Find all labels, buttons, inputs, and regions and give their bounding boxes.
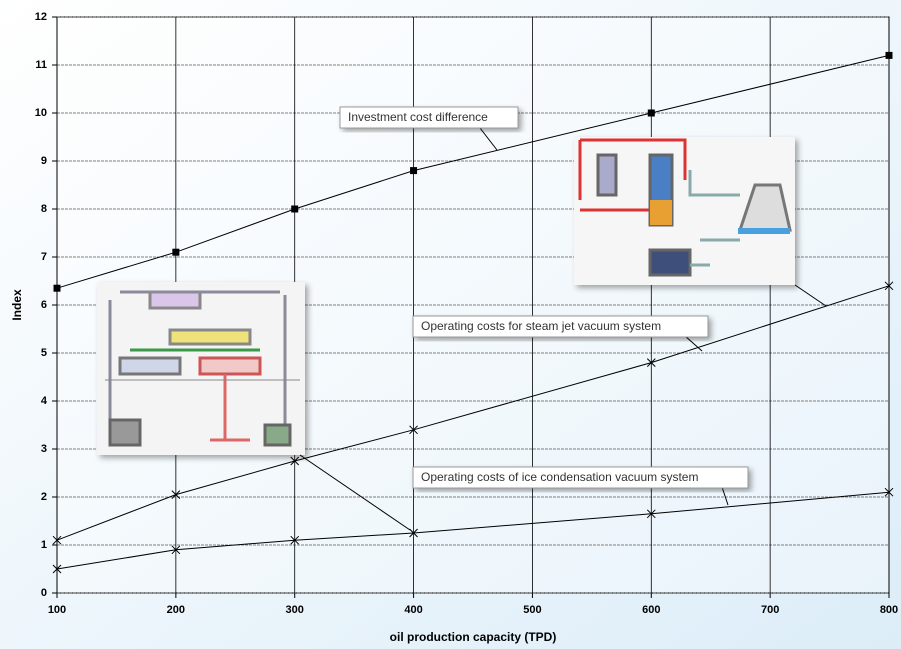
chart: 0123456789101112100200300400500600700800 (0, 0, 901, 649)
x-tick-label: 700 (761, 604, 779, 616)
marker (172, 249, 179, 256)
diagram-image (97, 282, 305, 455)
marker (648, 110, 655, 117)
marker (54, 285, 61, 292)
x-axis-label: oil production capacity (TPD) (390, 630, 557, 644)
x-tick-label: 400 (404, 604, 422, 616)
y-tick-label: 0 (41, 587, 47, 599)
marker (410, 167, 417, 174)
y-tick-label: 11 (35, 59, 47, 71)
y-tick-label: 12 (35, 11, 47, 23)
y-axis-label: Index (10, 289, 24, 321)
x-tick-label: 100 (48, 604, 66, 616)
x-tick-label: 600 (642, 604, 660, 616)
legend-label: Operating costs for steam jet vacuum sys… (421, 319, 661, 333)
y-tick-label: 10 (35, 107, 47, 119)
y-tick-label: 9 (41, 155, 47, 167)
x-tick-label: 200 (167, 604, 185, 616)
x-tick-label: 800 (880, 604, 898, 616)
y-tick-label: 1 (41, 539, 47, 551)
y-tick-label: 3 (41, 443, 47, 455)
y-tick-label: 8 (41, 203, 47, 215)
y-tick-label: 6 (41, 299, 47, 311)
marker (886, 52, 893, 59)
y-tick-label: 4 (41, 395, 48, 407)
x-tick-label: 500 (523, 604, 541, 616)
legend-label: Investment cost difference (348, 110, 488, 124)
y-tick-label: 2 (41, 491, 47, 503)
y-tick-label: 5 (41, 347, 47, 359)
diagram-image (574, 137, 795, 285)
x-tick-label: 300 (286, 604, 304, 616)
marker (291, 206, 298, 213)
y-tick-label: 7 (41, 251, 47, 263)
legend-label: Operating costs of ice condensation vacu… (421, 470, 698, 484)
